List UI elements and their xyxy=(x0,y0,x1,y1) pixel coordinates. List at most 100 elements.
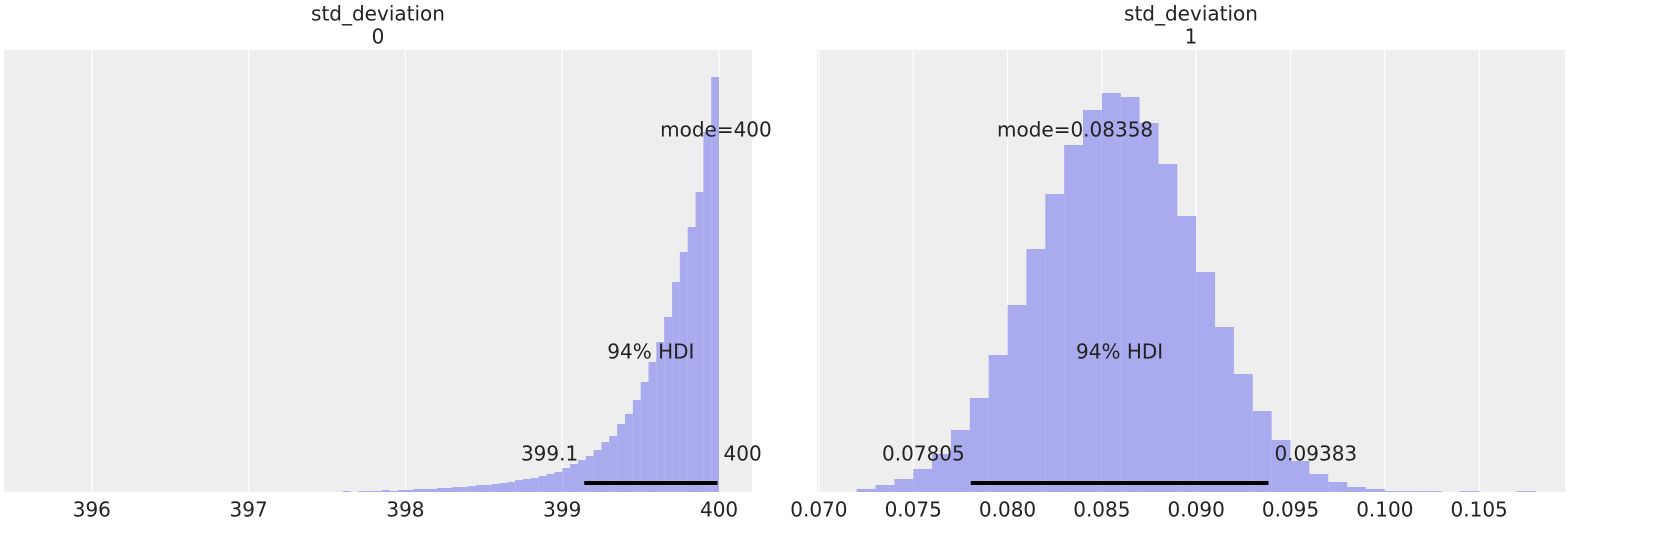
bar xyxy=(554,472,563,492)
bar xyxy=(648,362,657,492)
bar xyxy=(640,382,649,492)
bar xyxy=(1082,110,1102,492)
bar xyxy=(468,486,477,492)
hdi-low-label: 0.07805 xyxy=(882,442,965,466)
bar xyxy=(452,487,461,492)
bar xyxy=(1120,97,1140,492)
bar xyxy=(593,450,602,492)
x-tick-label: 0.105 xyxy=(1451,498,1508,522)
bar xyxy=(875,485,895,492)
hdi-high-label: 400 xyxy=(724,442,762,466)
bar xyxy=(1422,491,1442,492)
bar xyxy=(601,442,610,492)
bar xyxy=(609,436,618,492)
bar xyxy=(405,490,414,492)
bar xyxy=(515,480,524,492)
bar xyxy=(894,479,914,492)
bar xyxy=(695,192,704,492)
bar xyxy=(374,491,382,492)
bar xyxy=(632,400,641,492)
bar xyxy=(932,454,951,492)
x-tick-label: 397 xyxy=(230,498,268,522)
bar xyxy=(1347,487,1366,492)
mode-label: mode=400 xyxy=(660,118,772,142)
bar xyxy=(1384,491,1404,492)
bar xyxy=(617,424,625,492)
chart-subtitle: 1 xyxy=(1185,25,1198,49)
bar xyxy=(1516,491,1536,492)
x-tick-label: 399 xyxy=(543,498,581,522)
bar xyxy=(1101,93,1121,492)
x-tick-label: 0.080 xyxy=(979,498,1036,522)
bar xyxy=(1233,374,1253,492)
bar xyxy=(1403,491,1423,492)
bar xyxy=(499,483,508,492)
bar xyxy=(570,464,578,492)
bar xyxy=(460,487,469,492)
bar xyxy=(413,489,422,492)
bar xyxy=(703,132,712,492)
bar xyxy=(342,491,351,492)
bar xyxy=(679,252,688,492)
mode-label: mode=0.08358 xyxy=(997,118,1153,142)
bar xyxy=(1158,164,1178,492)
x-tick-label: 400 xyxy=(700,498,738,522)
chart-subtitle: 0 xyxy=(372,25,385,49)
bar xyxy=(421,489,429,492)
bar xyxy=(711,77,720,492)
chart-title: std_deviation xyxy=(311,2,445,26)
bar xyxy=(856,489,876,492)
bar xyxy=(1215,327,1234,492)
bar xyxy=(444,488,453,492)
x-tick-label: 398 xyxy=(386,498,424,522)
bar xyxy=(1064,145,1083,492)
bar xyxy=(491,484,500,492)
hdi-label: 94% HDI xyxy=(607,340,694,364)
bar xyxy=(950,430,970,492)
hdi-high-label: 0.09383 xyxy=(1274,442,1357,466)
bar xyxy=(1045,194,1065,492)
bar xyxy=(562,468,571,492)
bar xyxy=(389,491,398,492)
bar xyxy=(1007,305,1027,492)
x-tick-label: 0.075 xyxy=(885,498,942,522)
bar xyxy=(397,490,406,492)
bar xyxy=(366,491,375,492)
bar xyxy=(358,491,367,492)
bar xyxy=(1177,216,1197,492)
chart-title: std_deviation xyxy=(1124,2,1258,26)
bar xyxy=(483,485,492,492)
x-tick-label: 0.090 xyxy=(1168,498,1225,522)
x-tick-label: 0.085 xyxy=(1073,498,1130,522)
bar xyxy=(1196,272,1216,492)
bar xyxy=(1139,123,1159,492)
bar xyxy=(664,317,673,492)
x-tick-label: 0.100 xyxy=(1356,498,1413,522)
x-tick-label: 396 xyxy=(73,498,111,522)
bar xyxy=(913,469,933,492)
bar xyxy=(1271,440,1291,492)
hdi-label: 94% HDI xyxy=(1076,340,1163,364)
bar xyxy=(507,482,516,492)
bar xyxy=(624,414,633,492)
bar xyxy=(1309,474,1329,492)
bar xyxy=(656,342,665,492)
bar xyxy=(476,485,484,492)
bar xyxy=(1460,491,1480,492)
bar xyxy=(1026,249,1046,492)
bar xyxy=(436,488,445,492)
bar xyxy=(577,460,586,492)
bar xyxy=(1290,461,1310,492)
bar xyxy=(538,476,547,492)
bar xyxy=(428,489,437,492)
bar xyxy=(523,479,531,492)
bar xyxy=(585,456,594,492)
x-tick-label: 0.070 xyxy=(790,498,847,522)
bar xyxy=(1252,411,1272,492)
bar xyxy=(546,474,555,492)
bar xyxy=(969,398,989,492)
bar xyxy=(530,478,539,492)
